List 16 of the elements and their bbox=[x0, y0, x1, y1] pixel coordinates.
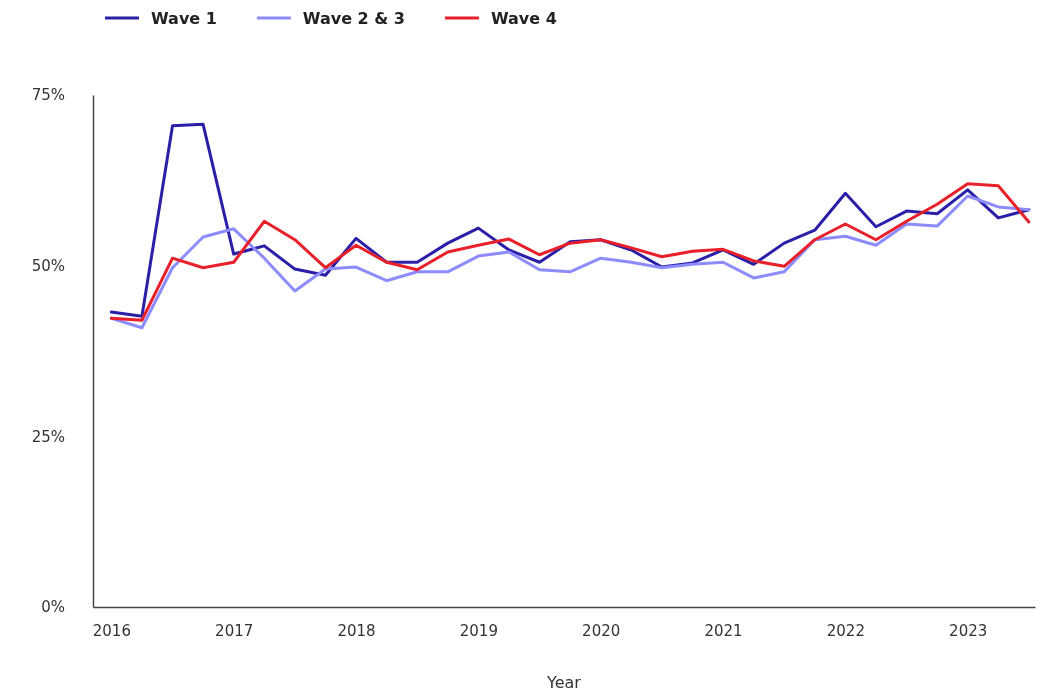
x-tick-label: 2020 bbox=[582, 621, 621, 640]
legend-label: Wave 2 & 3 bbox=[302, 9, 405, 28]
y-tick-label: 50% bbox=[31, 256, 65, 275]
x-tick-label: 2019 bbox=[459, 621, 498, 640]
x-tick-label: 2016 bbox=[92, 621, 131, 640]
x-tick-label: 2023 bbox=[949, 621, 988, 640]
y-tick-label: 25% bbox=[31, 427, 65, 446]
x-tick-label: 2021 bbox=[704, 621, 743, 640]
y-tick-label: 75% bbox=[31, 86, 65, 105]
y-tick-label: 0% bbox=[41, 598, 65, 617]
x-tick-label: 2017 bbox=[215, 621, 254, 640]
x-tick-label: 2022 bbox=[826, 621, 865, 640]
x-axis-title: Year bbox=[546, 673, 582, 692]
legend-label: Wave 1 bbox=[151, 9, 217, 28]
x-tick-label: 2018 bbox=[337, 621, 376, 640]
legend-label: Wave 4 bbox=[490, 9, 557, 28]
